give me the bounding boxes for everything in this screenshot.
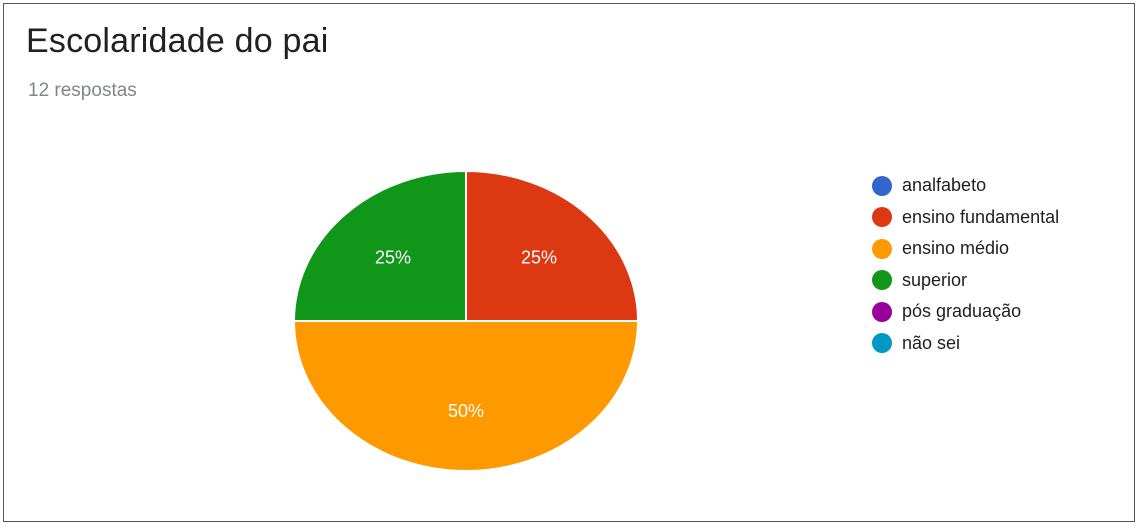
legend-item-nao-sei[interactable]: não sei	[872, 328, 1059, 360]
slice-percent-label: 25%	[375, 247, 411, 267]
legend-swatch	[872, 207, 892, 228]
legend-item-superior[interactable]: superior	[872, 265, 1059, 297]
legend-item-pos-graduacao[interactable]: pós graduação	[872, 296, 1059, 328]
slice-percent-label: 25%	[521, 247, 557, 267]
response-count: 12 respostas	[28, 80, 137, 101]
chart-title: Escolaridade do pai	[26, 22, 329, 60]
pie-slice-superior[interactable]	[292, 169, 467, 322]
slice-percent-label: 50%	[448, 401, 484, 421]
legend-swatch	[872, 238, 892, 259]
pie-slice-ensino-fundamental[interactable]	[465, 169, 640, 322]
legend-swatch	[872, 270, 892, 291]
legend-label: não sei	[902, 332, 961, 353]
legend-label: ensino fundamental	[902, 206, 1060, 227]
legend-label: superior	[902, 269, 968, 290]
legend-swatch	[872, 301, 892, 322]
legend-label: ensino médio	[902, 238, 1010, 259]
legend-item-ensino-medio[interactable]: ensino médio	[872, 233, 1059, 265]
legend-swatch	[872, 175, 892, 196]
chart-legend: analfabeto ensino fundamental ensino méd…	[872, 170, 1059, 359]
legend-label: analfabeto	[902, 175, 987, 196]
legend-item-ensino-fundamental[interactable]: ensino fundamental	[872, 202, 1059, 234]
legend-label: pós graduação	[902, 301, 1022, 322]
legend-swatch	[872, 333, 892, 354]
legend-item-analfabeto[interactable]: analfabeto	[872, 170, 1059, 202]
pie-slice-ensino-medio[interactable]	[292, 320, 640, 472]
